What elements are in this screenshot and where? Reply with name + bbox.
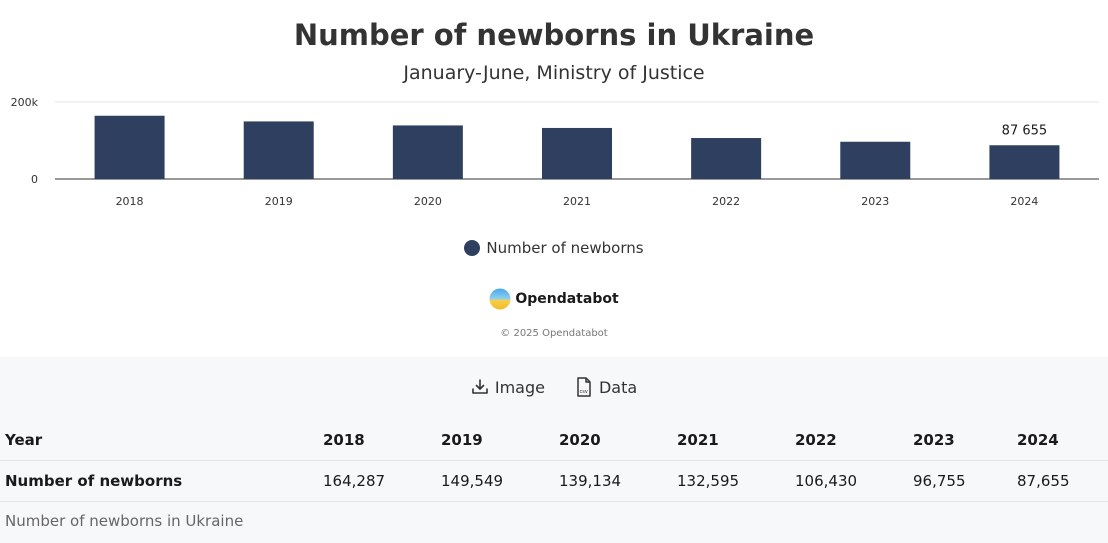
- table-cell: 132,595: [672, 460, 790, 502]
- x-tick-label: 2022: [712, 195, 740, 208]
- bar: [989, 145, 1060, 179]
- bar: [542, 127, 612, 179]
- bar: [94, 115, 165, 179]
- bar: [392, 125, 463, 179]
- table-header-cell: 2018: [318, 420, 436, 461]
- download-data-button[interactable]: csv Data: [575, 377, 637, 397]
- download-icon: [471, 378, 489, 396]
- table-header-label: Year: [0, 420, 318, 461]
- data-label: 87 655: [1002, 123, 1048, 138]
- export-actions: Image csv Data: [0, 377, 1108, 397]
- download-image-label: Image: [494, 377, 545, 397]
- table-header-cell: 2024: [1012, 420, 1108, 461]
- copyright-text: © 2025 Opendatabot: [500, 328, 608, 339]
- x-tick-label: 2020: [414, 195, 442, 208]
- chart-subtitle: January-June, Ministry of Justice: [403, 62, 705, 84]
- y-tick-label: 200k: [11, 96, 39, 109]
- csv-file-icon: csv: [575, 377, 593, 397]
- legend-label: Number of newborns: [486, 239, 644, 257]
- table-cell: 87,655: [1012, 460, 1108, 502]
- table-cell: 149,549: [436, 460, 554, 502]
- table-row: Number of newborns 164,287 149,549 139,1…: [0, 460, 1108, 502]
- bar-chart: 0 200k 2018 2019 2020 2021 2022 2023 2024 87 655: [11, 96, 1099, 208]
- bar: [840, 141, 911, 179]
- x-tick-label: 2023: [861, 195, 889, 208]
- chart-title: Number of newborns in Ukraine: [293, 18, 815, 52]
- y-tick-label: 0: [31, 173, 38, 186]
- chart-area: Number of newborns in Ukraine January-Ju…: [0, 18, 1108, 339]
- table-cell: 139,134: [554, 460, 672, 502]
- data-panel: Image csv Data Year 2018 2019 2020 2021 …: [0, 357, 1108, 543]
- table-header-cell: 2020: [554, 420, 672, 461]
- table-cell: 164,287: [318, 460, 436, 502]
- bar: [691, 138, 762, 179]
- table-cell: 106,430: [790, 460, 908, 502]
- table-header-cell: 2021: [672, 420, 790, 461]
- download-image-button[interactable]: Image: [471, 377, 545, 397]
- table-row-label: Number of newborns: [0, 460, 318, 502]
- x-tick-label: 2024: [1010, 195, 1038, 208]
- x-tick-label: 2021: [563, 195, 591, 208]
- bar: [243, 121, 314, 179]
- table-header-cell: 2019: [436, 420, 554, 461]
- table-header-cell: 2022: [790, 420, 908, 461]
- opendatabot-logo-icon: [489, 288, 511, 310]
- table-header-row: Year 2018 2019 2020 2021 2022 2023 2024: [0, 420, 1108, 461]
- table-header-cell: 2023: [908, 420, 1012, 461]
- legend[interactable]: Number of newborns: [0, 239, 1108, 257]
- brand-name: Opendatabot: [515, 291, 619, 307]
- data-table: Year 2018 2019 2020 2021 2022 2023 2024 …: [0, 420, 1108, 502]
- svg-text:csv: csv: [579, 389, 587, 395]
- brand[interactable]: Opendatabot: [0, 288, 1108, 310]
- download-data-label: Data: [598, 377, 638, 397]
- x-tick-label: 2018: [116, 195, 144, 208]
- table-caption: Number of newborns in Ukraine: [5, 512, 244, 530]
- table-cell: 96,755: [908, 460, 1012, 502]
- legend-marker: [464, 240, 481, 256]
- x-tick-label: 2019: [265, 195, 293, 208]
